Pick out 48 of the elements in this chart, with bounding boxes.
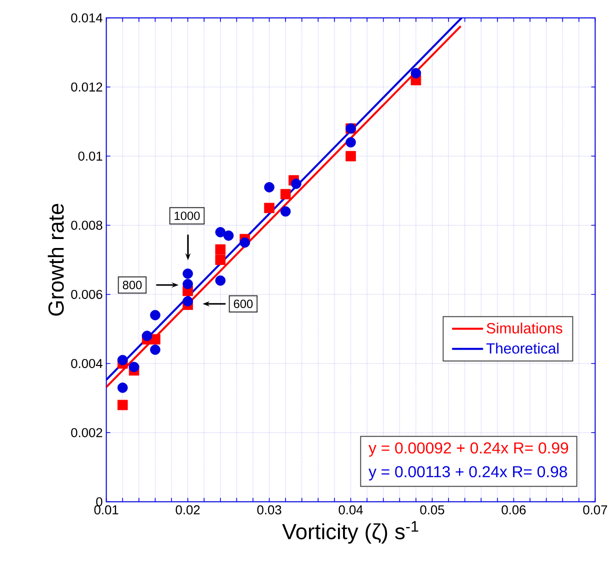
- point: [128, 362, 140, 372]
- x-axis-title: Vorticity (ζ) s$^{-1}$: [282, 520, 418, 544]
- y-tick-label: 0.014: [71, 13, 102, 22]
- annotation: y = 0.00092 + 0.24x R= 0.99: [368, 442, 568, 456]
- point: [346, 136, 356, 148]
- point: [223, 230, 234, 241]
- point: [215, 254, 226, 265]
- point: [280, 206, 291, 216]
- legend-label: Simulations: [486, 322, 562, 334]
- y-tick-label: 0.002: [71, 428, 102, 438]
- x-tick-label: 0.02: [176, 505, 200, 514]
- x-tick-label: 0.06: [502, 505, 526, 514]
- x-tick-label: 0.03: [257, 505, 282, 514]
- point: [117, 382, 128, 393]
- point: [215, 244, 226, 254]
- point: [182, 296, 193, 306]
- y-tick-label: 0.008: [71, 220, 102, 230]
- point: [215, 226, 226, 238]
- point: [264, 202, 274, 213]
- point: [150, 344, 160, 355]
- point: [264, 182, 274, 192]
- annotation: 600: [234, 299, 253, 308]
- point: [182, 278, 193, 289]
- y-tick-label: 0: [96, 497, 102, 506]
- point: [240, 237, 250, 248]
- point: [117, 400, 128, 410]
- x-tick-label: 0.04: [338, 505, 363, 514]
- point: [142, 330, 152, 341]
- point: [346, 150, 356, 162]
- point: [182, 268, 193, 279]
- point: [117, 354, 128, 366]
- y-tick-label: 0.006: [71, 290, 102, 299]
- point: [410, 68, 422, 78]
- annotation: 800: [122, 280, 142, 289]
- x-tick-label: 0.01: [94, 505, 118, 514]
- point: [150, 310, 160, 320]
- point: [291, 178, 302, 189]
- annotation: 1000: [174, 211, 200, 220]
- x-tick-label: 0.07: [583, 505, 608, 514]
- point: [215, 275, 226, 286]
- annotation: y = 0.00113 + 0.24x R= 0.98: [368, 466, 567, 480]
- x-tick-label: 0.05: [420, 505, 444, 514]
- point: [280, 188, 291, 200]
- legend-label: Theoretical: [486, 342, 558, 354]
- y-tick-label: 0.01: [78, 151, 102, 161]
- y-tick-label: 0.012: [71, 82, 102, 92]
- y-axis-title: Growth rate: [48, 204, 64, 316]
- y-tick-label: 0.004: [71, 358, 102, 368]
